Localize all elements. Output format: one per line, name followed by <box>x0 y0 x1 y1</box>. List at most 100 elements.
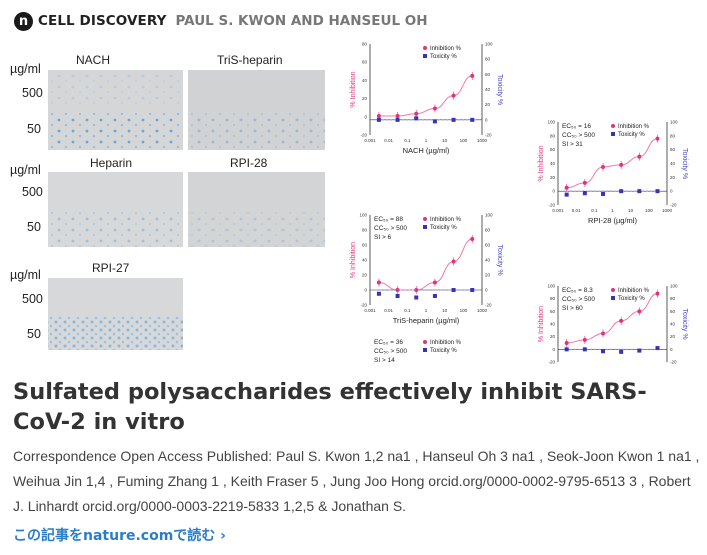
chart-0-inhibition-point <box>376 114 381 119</box>
chart-0-y2tick: 20 <box>485 102 491 107</box>
chart-3-y2tick: 100 <box>670 284 678 289</box>
chart-0-xlabel: NACH (µg/ml) <box>403 146 450 155</box>
chart-2-y2tick: 60 <box>485 243 491 248</box>
chart-1-y2tick: 0 <box>670 189 673 194</box>
chart-1-annotation: EC₅₀ = 16 <box>562 123 591 130</box>
chart-3-legend-label: Inhibition % <box>618 288 650 294</box>
journal-logo: n <box>14 11 33 31</box>
chart-2-ytick: -20 <box>360 303 367 308</box>
chart-3-annotation: SI > 60 <box>562 305 583 312</box>
chart-3-ytick: 40 <box>550 322 556 327</box>
chart-0-y2tick: 40 <box>485 87 491 92</box>
chart-3-toxicity-point <box>582 347 587 352</box>
plaque-plate-heparin <box>48 172 183 247</box>
row-label-500-1: 500 <box>22 86 43 100</box>
chart-2-toxicity-point <box>414 295 419 300</box>
chart-1-ylabel: % Inhibition <box>538 145 545 181</box>
unit-label-3: µg/ml <box>10 268 41 282</box>
chart-0-inhibition-point <box>470 73 475 78</box>
chart-0-ytick: 80 <box>362 42 368 47</box>
chart-2-legend-marker <box>423 225 427 229</box>
article-title[interactable]: Sulfated polysaccharides effectively inh… <box>13 379 647 435</box>
chart-4-legend-marker <box>423 348 427 352</box>
chart-3-y2tick: -20 <box>670 360 677 365</box>
chart-2-ytick: 60 <box>362 243 368 248</box>
chart-1-inhibition-point <box>601 164 606 169</box>
panel-title-heparin: Heparin <box>90 156 132 170</box>
chart-4-legend-marker <box>423 340 427 344</box>
read-on-nature-link[interactable]: この記事をnature.comで読む › <box>13 528 226 544</box>
chart-0-xtick: 1 <box>425 138 428 143</box>
chart-4-legend-label: Toxicity % <box>430 348 457 354</box>
chart-0-legend-label: Toxicity % <box>430 54 457 60</box>
row-label-500-2: 500 <box>22 185 43 199</box>
chart-1-ytick: 100 <box>547 120 555 125</box>
chart-1-toxicity-point <box>582 191 587 196</box>
chart-3-ylabel: % Inhibition <box>538 306 545 342</box>
chart-4-annotation: EC₅₀ = 36 <box>374 339 403 346</box>
chart-3-inhibition-curve <box>566 293 658 344</box>
chart-1-inhibition-point <box>564 185 569 190</box>
chart-2-xtick: 1000 <box>477 308 488 313</box>
chart-1-xtick: 0.1 <box>591 208 598 213</box>
chart-1-inhibition-point <box>619 162 624 167</box>
chart-0-inhibition-point <box>432 106 437 111</box>
chart-1-ytick: 0 <box>552 189 555 194</box>
chart-0-ylabel: % Inhibition <box>350 71 357 107</box>
chart-2-y2tick: -20 <box>485 303 492 308</box>
chart-2-y2tick: 100 <box>485 213 493 218</box>
chart-3-ytick: 20 <box>550 334 556 339</box>
chart-0-y2tick: 80 <box>485 57 491 62</box>
chart-3-ytick: 0 <box>552 347 555 352</box>
chart-2-ytick: 40 <box>362 258 368 263</box>
chart-1-legend-label: Toxicity % <box>618 132 645 138</box>
panel-title-tris-heparin: TriS-heparin <box>217 53 283 67</box>
plaque-plate-nach <box>48 70 183 150</box>
unit-label-1: µg/ml <box>10 62 41 76</box>
chart-0-ytick: 60 <box>362 60 368 65</box>
chart-2-toxicity-point <box>432 294 437 298</box>
chart-2-annotation: EC₅₀ = 88 <box>374 216 403 223</box>
chart-3-inhibition-point <box>582 337 587 342</box>
chart-2-xtick: 100 <box>460 308 468 313</box>
chart-3-y2tick: 80 <box>670 296 676 301</box>
chart-0-inhibition-point <box>414 111 419 116</box>
chart-0-toxicity-point <box>414 116 419 121</box>
chart-2-ylabel-right: Toxicity % <box>496 244 503 275</box>
chart-1-annotation: SI > 31 <box>562 141 583 148</box>
chart-4: EC₅₀ = 36 CC₅₀ > 500 SI > 14 Inhibition % To… <box>374 339 462 364</box>
chart-2-inhibition-point <box>414 288 419 292</box>
chart-3-annotation: EC₅₀ = 8.3 <box>562 287 593 294</box>
chart-2-toxicity-point <box>451 288 456 292</box>
chart-2-ytick: 20 <box>362 273 368 278</box>
chart-3-y2tick: 40 <box>670 322 676 327</box>
chart-0-xtick: 100 <box>460 138 468 143</box>
chart-1-ytick: 80 <box>550 133 556 138</box>
chart-2-ytick: 100 <box>359 213 367 218</box>
chart-0-xtick: 1000 <box>477 138 488 143</box>
chart-1-inhibition-point <box>655 136 660 141</box>
chart-0-y2tick: 0 <box>485 117 488 122</box>
chart-4-annotation: SI > 14 <box>374 357 395 364</box>
chart-2-inhibition-point <box>432 280 437 285</box>
plaque-plate-rpi-28 <box>188 172 325 247</box>
chart-0-xtick: 0.001 <box>364 138 376 143</box>
article-figure[interactable]: NACH TriS-heparin µg/ml 500 50 Heparin R… <box>0 40 707 372</box>
chart-3-y2tick: 60 <box>670 309 676 314</box>
chart-0-legend-marker <box>423 54 427 58</box>
chart-3: -20 0 20 40 60 80 100 -20 0 20 40 60 80 100 % Inhibiti… <box>538 284 688 365</box>
chart-1-y2tick: -20 <box>670 203 677 208</box>
chart-1-toxicity-point <box>655 189 660 194</box>
chart-1-xtick: 1000 <box>662 208 673 213</box>
chart-1-ytick: -20 <box>548 203 555 208</box>
chart-3-y2tick: 20 <box>670 334 676 339</box>
chart-0-toxicity-point <box>470 117 475 122</box>
article-description: Correspondence Open Access Published: Pa… <box>13 448 700 514</box>
chart-2-xtick: 1 <box>425 308 428 313</box>
chart-1-y2tick: 100 <box>670 120 678 125</box>
panel-title-rpi-28: RPI-28 <box>230 156 268 170</box>
chart-1-y2tick: 80 <box>670 133 676 138</box>
chart-0-inhibition-point <box>451 93 456 98</box>
chart-2-inhibition-point <box>470 237 475 241</box>
chart-0-xtick: 10 <box>442 138 448 143</box>
